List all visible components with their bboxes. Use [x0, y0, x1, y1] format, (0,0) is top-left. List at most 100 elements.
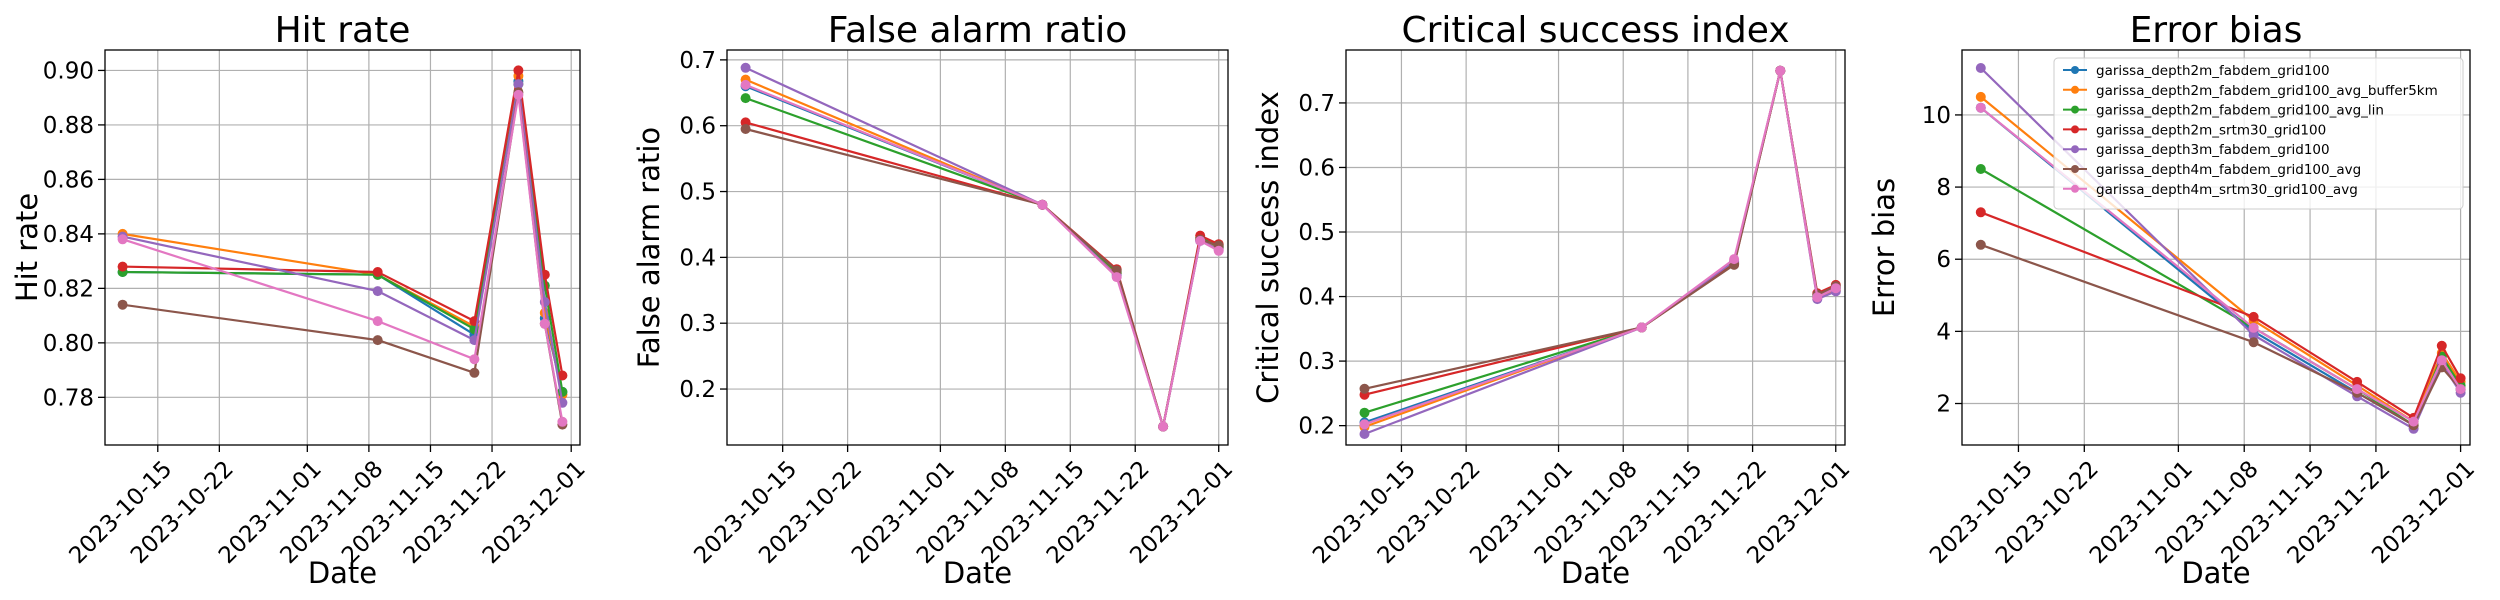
chart-panel-4: 2468102023-10-152023-10-222023-11-012023…	[1867, 10, 2480, 590]
axes-frame	[726, 49, 1229, 446]
data-point	[2436, 355, 2447, 366]
data-point	[557, 416, 568, 427]
data-point	[1213, 245, 1224, 256]
y-axis-label: Error bias	[1867, 178, 1901, 317]
legend-marker	[2071, 184, 2079, 193]
y-tick-label: 0.7	[1298, 91, 1335, 117]
data-point	[117, 234, 128, 245]
legend-label: garissa_depth2m_srtm30_grid100	[2096, 122, 2326, 138]
y-axis-label: Hit rate	[10, 193, 44, 302]
series-line-6	[745, 127, 1220, 428]
legend-label: garissa_depth2m_fabdem_grid100	[2096, 63, 2330, 79]
data-point	[372, 316, 383, 327]
series-line-7	[1980, 106, 2462, 423]
data-point	[469, 367, 480, 378]
legend-marker	[2071, 105, 2079, 114]
data-point	[740, 124, 751, 134]
y-tick-label: 0.78	[43, 385, 94, 411]
series-line-7	[122, 93, 564, 422]
y-tick-label: 4	[1936, 319, 1951, 345]
series-line-5	[122, 82, 564, 403]
legend-marker	[2071, 85, 2079, 94]
legend: garissa_depth2m_fabdem_grid100 garissa_de…	[2053, 57, 2464, 210]
data-point	[2408, 416, 2419, 427]
data-point	[513, 65, 524, 76]
series-line-4	[122, 69, 564, 376]
data-point	[2436, 340, 2447, 351]
data-point	[1195, 235, 1206, 246]
legend-label: garissa_depth2m_fabdem_grid100_avg_lin	[2096, 103, 2384, 119]
y-tick-label: 0.2	[1298, 414, 1335, 440]
data-point	[2248, 330, 2259, 340]
data-point	[1111, 272, 1122, 283]
data-point	[2248, 337, 2259, 348]
chart-title: Hit rate	[275, 10, 411, 51]
y-tick-label: 8	[1936, 175, 1951, 201]
y-tick-label: 0.80	[43, 331, 94, 357]
data-point	[1636, 322, 1647, 333]
y-tick-label: 0.4	[1298, 285, 1335, 311]
y-tick-label: 0.82	[43, 276, 94, 302]
y-tick-label: 0.3	[1298, 349, 1335, 375]
data-point	[740, 62, 751, 73]
series-line-7	[745, 83, 1220, 428]
y-tick-label: 0.6	[1298, 155, 1335, 181]
data-point	[740, 93, 751, 104]
legend-marker	[2071, 125, 2079, 134]
data-point	[1975, 91, 1986, 102]
series-line-7	[1364, 69, 1837, 426]
data-point	[1975, 102, 1986, 113]
data-point	[1975, 63, 1986, 73]
legend-label: garissa_depth4m_srtm30_grid100_avg	[2096, 182, 2358, 198]
data-point	[1158, 421, 1169, 432]
y-tick-label: 0.6	[679, 114, 716, 140]
y-tick-label: 0.5	[1298, 220, 1335, 246]
data-point	[1359, 419, 1370, 430]
data-point	[2248, 322, 2259, 333]
y-tick-label: 0.86	[43, 167, 94, 193]
y-tick-label: 0.5	[679, 180, 716, 206]
series-line-5	[1364, 69, 1837, 436]
axes-frame	[1345, 49, 1846, 446]
axes-frame	[104, 49, 581, 446]
chart-title: Critical success index	[1401, 10, 1789, 51]
chart-title: False alarm ratio	[828, 10, 1128, 51]
data-point	[740, 79, 751, 90]
legend-box	[2053, 57, 2464, 210]
x-axis-label: Date	[943, 556, 1012, 590]
chart-panel-1: 0.780.800.820.840.860.880.902023-10-1520…	[10, 10, 591, 590]
y-tick-label: 10	[1922, 103, 1951, 129]
data-point	[1812, 292, 1823, 303]
data-point	[117, 261, 128, 272]
data-point	[1359, 429, 1370, 439]
series-line-6	[1980, 243, 2462, 427]
x-axis-label: Date	[2181, 556, 2250, 590]
data-point	[1359, 383, 1370, 394]
data-point	[469, 354, 480, 365]
axes-frame	[1961, 49, 2471, 446]
data-point	[2352, 376, 2363, 387]
data-point	[372, 335, 383, 346]
chart-panel-3: 0.20.30.40.50.60.72023-10-152023-10-2220…	[1251, 10, 1855, 590]
data-point	[372, 267, 383, 277]
y-axis-label: Critical success index	[1251, 91, 1285, 404]
data-point	[2455, 373, 2466, 384]
data-point	[2352, 384, 2363, 395]
data-point	[2248, 311, 2259, 322]
legend-label: garissa_depth2m_fabdem_grid100_avg_buffe…	[2096, 83, 2438, 99]
chart-panel-2: 0.20.30.40.50.60.72023-10-152023-10-2220…	[632, 10, 1238, 590]
data-point	[1975, 239, 1986, 250]
legend-label: garissa_depth3m_fabdem_grid100	[2096, 142, 2330, 158]
series-line-4	[1980, 211, 2462, 419]
data-point	[372, 286, 383, 297]
data-point	[1830, 283, 1841, 294]
series-line-4	[1364, 69, 1837, 396]
y-axis-label: False alarm ratio	[632, 127, 666, 368]
series-line-4	[745, 121, 1220, 428]
y-tick-label: 0.84	[43, 222, 94, 248]
legend-marker	[2071, 66, 2079, 74]
data-point	[1975, 207, 1986, 218]
series-line-1	[1364, 69, 1837, 424]
data-point	[117, 299, 128, 310]
